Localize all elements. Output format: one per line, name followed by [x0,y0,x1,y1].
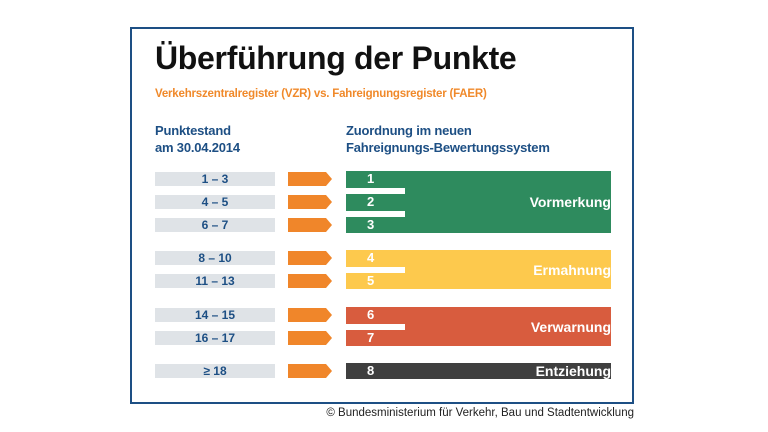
arrow-icon [288,274,332,288]
new-points-value: 8 [367,363,375,378]
title: Überführung der Punkte [155,40,517,76]
arrow-icon [288,172,332,186]
right-header-line: Zuordnung im neuen [346,123,472,138]
category-label: Entziehung [535,363,611,379]
separator [346,211,405,217]
new-points-value: 2 [367,194,375,209]
left-header-line: Punktestand [155,123,231,138]
new-points-value: 7 [367,330,375,345]
point-range-box: 1 – 3 [155,172,275,186]
new-points-value: 3 [367,217,375,232]
point-range-box: 8 – 10 [155,251,275,265]
arrow-icon [288,195,332,209]
arrow-icon [288,308,332,322]
new-points-value: 4 [367,250,375,265]
point-range-box: 6 – 7 [155,218,275,232]
point-range-box: 16 – 17 [155,331,275,345]
category-block [346,171,611,233]
point-range-box: 4 – 5 [155,195,275,209]
point-range-box: 11 – 13 [155,274,275,288]
point-range-box: ≥ 18 [155,364,275,378]
separator [346,324,405,330]
point-range-box: 14 – 15 [155,308,275,322]
arrow-icon [288,331,332,345]
category-label: Verwarnung [530,318,611,335]
separator [346,188,405,194]
infographic-frame [130,27,634,404]
category-label: Ermahnung [533,261,611,278]
right-header-line: Fahreignungs-Bewertungssystem [346,140,550,155]
new-points-value: 1 [367,171,375,186]
subtitle: Verkehrszentralregister (VZR) vs. Fahrei… [155,88,487,100]
new-points-value: 6 [367,307,375,322]
right-column-header: Zuordnung im neuen Fahreignungs-Bewertun… [346,122,550,156]
arrow-icon [288,251,332,265]
category-label: Vormerkung [529,194,611,210]
separator [346,267,405,273]
arrow-icon [288,218,332,232]
new-points-value: 5 [367,273,375,288]
left-column-header: Punktestand am 30.04.2014 [155,122,240,156]
left-header-line: am 30.04.2014 [155,140,240,155]
category-block [346,363,611,379]
copyright: © Bundesministerium für Verkehr, Bau und… [326,407,634,419]
arrow-icon [288,364,332,378]
